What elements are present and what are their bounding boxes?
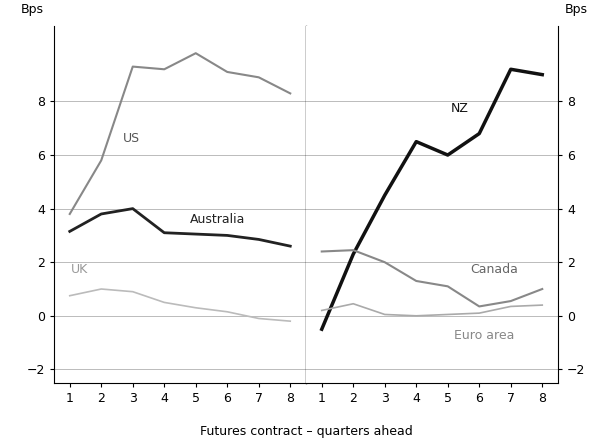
Text: Australia: Australia xyxy=(190,213,245,226)
Text: Bps: Bps xyxy=(565,3,588,16)
Text: Euro area: Euro area xyxy=(454,329,514,341)
Text: NZ: NZ xyxy=(451,102,469,115)
Text: Bps: Bps xyxy=(21,3,44,16)
Text: US: US xyxy=(124,132,140,145)
Text: UK: UK xyxy=(71,263,89,276)
Text: Canada: Canada xyxy=(470,263,518,276)
Text: Futures contract – quarters ahead: Futures contract – quarters ahead xyxy=(200,425,412,438)
